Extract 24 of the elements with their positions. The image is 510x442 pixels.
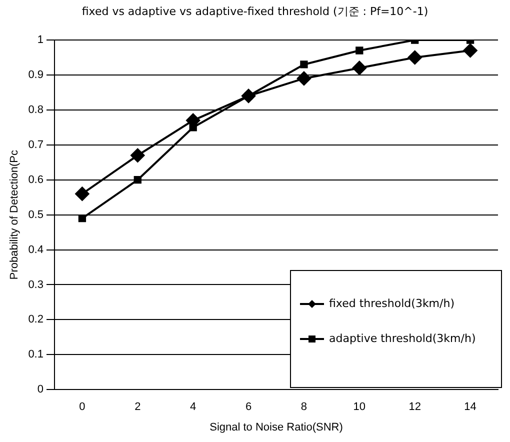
x-tick-label: 12 <box>408 401 421 414</box>
chart-title: fixed vs adaptive vs adaptive-fixed threshold (기준 : Pf=10^-1) <box>80 4 430 19</box>
y-tick-label: 1 <box>37 34 44 46</box>
y-tick-label: 0.8 <box>28 104 44 116</box>
y-tick-label: 0.4 <box>28 244 44 256</box>
x-tick-label: 14 <box>464 401 476 414</box>
y-tick-label: 0.6 <box>28 174 44 186</box>
legend-label: adaptive threshold(3km/h) <box>329 332 476 345</box>
x-tick-label: 0 <box>79 401 86 414</box>
x-tick-label: 8 <box>300 401 308 414</box>
y-tick-label: 0.7 <box>28 138 44 151</box>
x-tick-label: 10 <box>353 401 366 414</box>
x-tick-label: 6 <box>245 401 252 414</box>
y-tick-label: 0.9 <box>28 68 44 81</box>
legend-label: fixed threshold(3km/h) <box>329 297 454 310</box>
x-tick-label: 2 <box>134 401 141 414</box>
x-axis-title: Signal to Noise Ratio(SNR) <box>210 421 343 434</box>
y-tick-label: 0.2 <box>28 314 44 326</box>
y-tick-label: 0.3 <box>28 278 44 291</box>
x-tick-label: 4 <box>190 401 196 414</box>
y-tick-label: 0.5 <box>28 208 44 221</box>
y-axis-title: Probability of Detection(Pc <box>8 149 21 280</box>
y-tick-label: 0.1 <box>28 348 44 361</box>
y-tick-label: 0 <box>37 384 44 396</box>
